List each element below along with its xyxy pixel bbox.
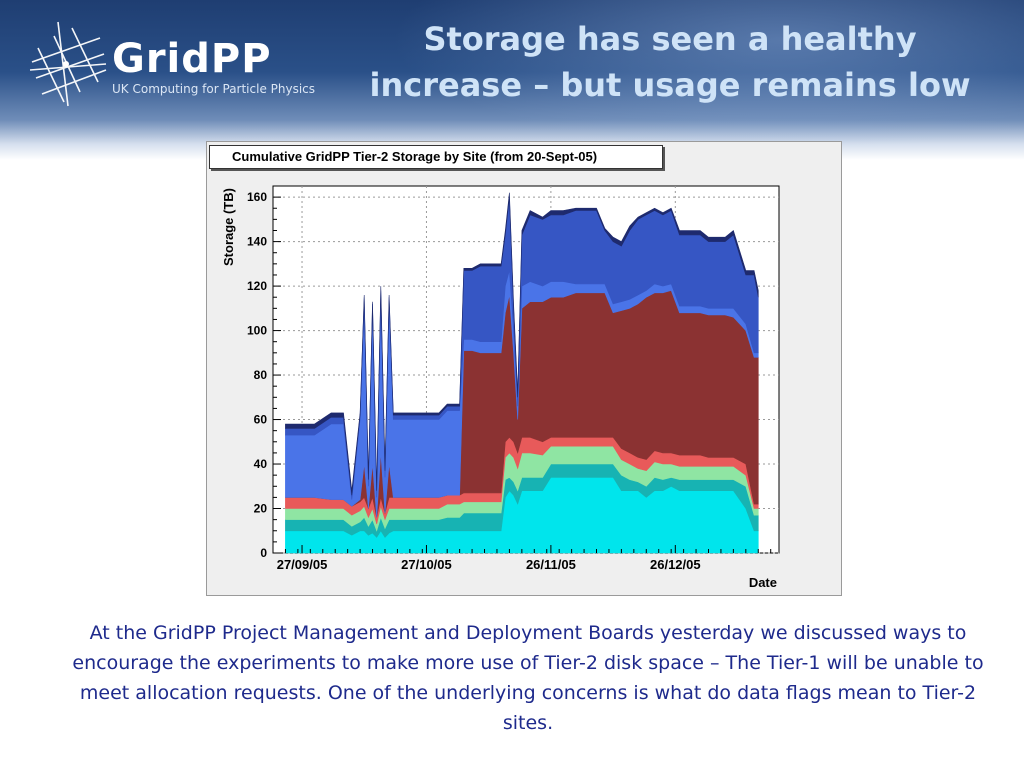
body-paragraph: At the GridPP Project Management and Dep… bbox=[72, 622, 984, 734]
header-glow bbox=[360, 0, 1024, 160]
logo-wordmark: GridPP bbox=[112, 36, 272, 82]
y-tick-label: 80 bbox=[254, 368, 268, 382]
y-tick-label: 20 bbox=[254, 502, 268, 516]
chart-title: Cumulative GridPP Tier-2 Storage by Site… bbox=[209, 145, 663, 169]
y-tick-label: 0 bbox=[260, 546, 267, 560]
gridpp-logo: GridPP UK Computing for Particle Physics bbox=[28, 18, 328, 108]
x-tick-label: 26/11/05 bbox=[526, 557, 576, 572]
x-tick-label: 27/09/05 bbox=[277, 557, 328, 572]
header-band bbox=[0, 0, 1024, 160]
slide-title-line-2: increase – but usage remains low bbox=[369, 66, 971, 104]
y-tick-label: 60 bbox=[254, 413, 268, 427]
x-tick-label: 27/10/05 bbox=[401, 557, 452, 572]
area-layer-8 bbox=[285, 192, 759, 496]
x-tick-label: 26/12/05 bbox=[650, 557, 701, 572]
y-axis-label: Storage (TB) bbox=[221, 188, 236, 266]
y-tick-label: 120 bbox=[247, 279, 267, 293]
y-tick-label: 140 bbox=[247, 235, 267, 249]
y-tick-label: 100 bbox=[247, 324, 267, 338]
slide-title-line-1: Storage has seen a healthy bbox=[423, 20, 917, 58]
chart-canvas: 0 20 40 60 80 100 120 140 160 27/09/05 27/10/05 26/… bbox=[221, 185, 780, 590]
logo-subtitle: UK Computing for Particle Physics bbox=[112, 82, 316, 96]
grid-globe-icon bbox=[29, 21, 107, 107]
y-tick-label: 40 bbox=[254, 457, 268, 471]
x-axis-label: Date bbox=[749, 575, 777, 590]
slide-title: Storage has seen a healthy increase – bu… bbox=[350, 16, 990, 108]
y-tick-label: 160 bbox=[247, 190, 267, 204]
storage-chart: 0 20 40 60 80 100 120 140 160 27/09/05 27/10/05 26/… bbox=[206, 141, 842, 596]
